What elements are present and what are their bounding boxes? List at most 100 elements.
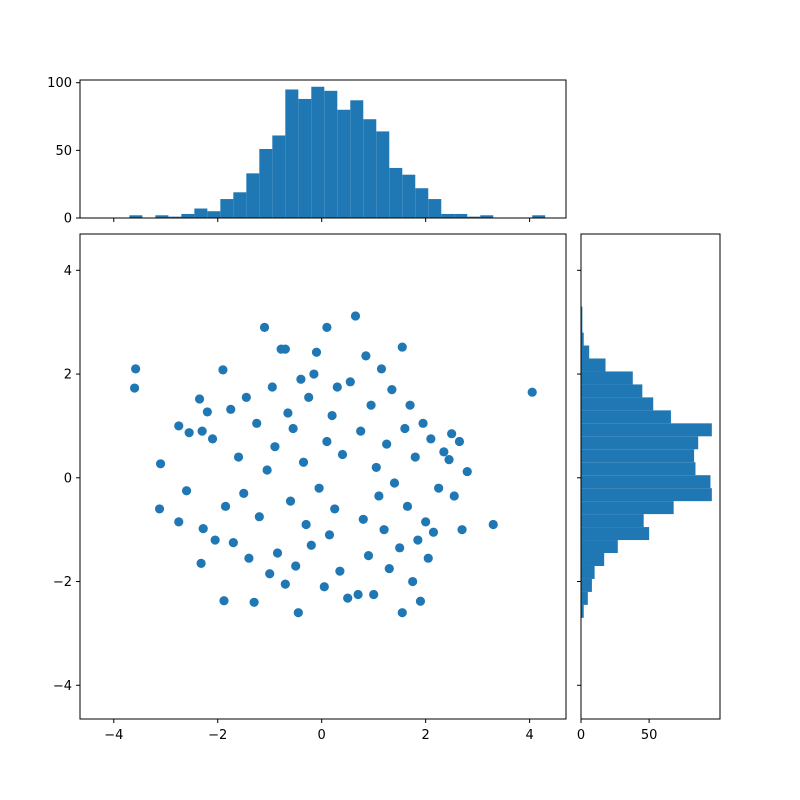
scatter-point bbox=[457, 525, 467, 535]
x-histogram-bar bbox=[363, 119, 377, 218]
scatter-point bbox=[327, 410, 337, 421]
scatter-point bbox=[426, 434, 436, 444]
y-histogram-bar bbox=[581, 514, 644, 528]
scatter-point bbox=[244, 553, 254, 563]
y-histogram-bar bbox=[581, 591, 588, 605]
scatter-point bbox=[395, 543, 405, 553]
scatter-point bbox=[350, 311, 361, 321]
y-histogram-bar bbox=[581, 553, 605, 566]
scatter-y-tick-label: 2 bbox=[64, 368, 72, 383]
x-histogram-bar bbox=[168, 216, 182, 218]
scatter-point bbox=[363, 551, 374, 561]
y-histogram-bar bbox=[581, 397, 654, 411]
scatter-point bbox=[410, 452, 420, 462]
x-histogram-bar bbox=[402, 174, 416, 218]
x-histogram-bar bbox=[324, 90, 338, 218]
scatter-point bbox=[330, 504, 340, 514]
scatter-point bbox=[444, 455, 454, 465]
scatter-point bbox=[418, 418, 428, 428]
x-histogram-y-tick-label: 100 bbox=[47, 76, 72, 91]
scatter-point bbox=[343, 593, 353, 603]
scatter-point bbox=[265, 569, 275, 579]
scatter-point bbox=[358, 514, 368, 524]
scatter-point bbox=[259, 322, 270, 332]
scatter-point bbox=[283, 408, 293, 418]
scatter-point bbox=[155, 459, 166, 469]
scatter-x-tick-label: −4 bbox=[104, 728, 123, 743]
scatter-point bbox=[408, 576, 418, 587]
scatter-point bbox=[322, 322, 332, 332]
scatter-point bbox=[439, 447, 449, 457]
y-histogram-bar bbox=[581, 475, 711, 489]
scatter-y-tick-label: 0 bbox=[64, 471, 72, 486]
x-histogram-bar bbox=[194, 208, 208, 218]
y-histogram-frame bbox=[580, 233, 721, 720]
scatter-point bbox=[402, 501, 413, 511]
scatter-point bbox=[285, 496, 296, 506]
scatter-point bbox=[447, 429, 457, 439]
x-histogram-bar bbox=[415, 188, 429, 218]
scatter-point bbox=[309, 369, 319, 379]
y-histogram-bar bbox=[581, 332, 584, 346]
scatter-point bbox=[376, 364, 387, 374]
scatter-point bbox=[267, 382, 277, 392]
scatter-point bbox=[345, 377, 355, 387]
x-histogram-bar bbox=[155, 215, 169, 218]
y-histogram-x-tick-label: 0 bbox=[577, 728, 585, 743]
x-histogram-bar bbox=[181, 213, 195, 218]
y-histogram-bar bbox=[581, 319, 583, 333]
scatter-point bbox=[314, 483, 324, 493]
y-histogram-bar bbox=[581, 358, 606, 372]
y-histogram-bar bbox=[581, 449, 695, 463]
scatter-point bbox=[462, 466, 472, 477]
y-histogram-bar bbox=[581, 488, 712, 502]
x-histogram-bar bbox=[376, 131, 390, 218]
scatter-point bbox=[361, 351, 371, 361]
scatter-point bbox=[226, 404, 236, 414]
x-histogram-bar bbox=[467, 216, 481, 218]
scatter-point bbox=[210, 535, 220, 545]
y-histogram-bar bbox=[581, 436, 699, 450]
x-histogram-bar bbox=[233, 192, 247, 218]
scatter-y-tick-label: 4 bbox=[64, 264, 72, 279]
scatter-point bbox=[194, 394, 205, 404]
scatter-point bbox=[366, 400, 376, 410]
scatter-point bbox=[384, 563, 394, 574]
scatter-point bbox=[241, 392, 251, 402]
y-histogram-axes: 0 50 bbox=[577, 233, 721, 743]
x-histogram-axes: 0 50 100 bbox=[47, 76, 567, 227]
scatter-point bbox=[198, 524, 208, 534]
x-histogram-bar bbox=[480, 215, 494, 218]
scatter-point bbox=[220, 501, 231, 511]
scatter-axes: −4 −2 0 2 4 −4 −2 0 2 4 bbox=[53, 233, 567, 743]
x-histogram-bar bbox=[220, 199, 234, 218]
scatter-point bbox=[197, 426, 207, 436]
scatter-point bbox=[228, 538, 238, 548]
scatter-point bbox=[249, 597, 259, 607]
x-histogram-bar bbox=[337, 109, 351, 218]
y-histogram-bar bbox=[581, 384, 643, 398]
scatter-point bbox=[306, 540, 316, 550]
scatter-point bbox=[219, 596, 229, 606]
scatter-point bbox=[379, 525, 389, 535]
scatter-point bbox=[304, 392, 314, 402]
scatter-point bbox=[371, 462, 381, 473]
scatter-point bbox=[415, 596, 426, 606]
scatter-point bbox=[196, 558, 206, 568]
x-histogram-bar bbox=[298, 98, 312, 218]
scatter-x-tick-label: 4 bbox=[525, 728, 533, 743]
scatter-point bbox=[301, 519, 311, 530]
scatter-point bbox=[454, 436, 465, 447]
scatter-frame bbox=[79, 233, 567, 720]
scatter-point bbox=[374, 491, 384, 501]
scatter-point bbox=[353, 589, 363, 600]
x-histogram-bar bbox=[454, 213, 468, 218]
x-histogram-bar bbox=[207, 211, 221, 218]
y-histogram-bar bbox=[581, 371, 633, 385]
scatter-y-tick-label: −4 bbox=[53, 679, 72, 694]
scatter-point bbox=[356, 426, 366, 436]
scatter-point bbox=[421, 517, 431, 527]
scatter-point bbox=[449, 491, 459, 501]
scatter-point bbox=[288, 423, 298, 434]
y-histogram-bar bbox=[581, 540, 618, 554]
